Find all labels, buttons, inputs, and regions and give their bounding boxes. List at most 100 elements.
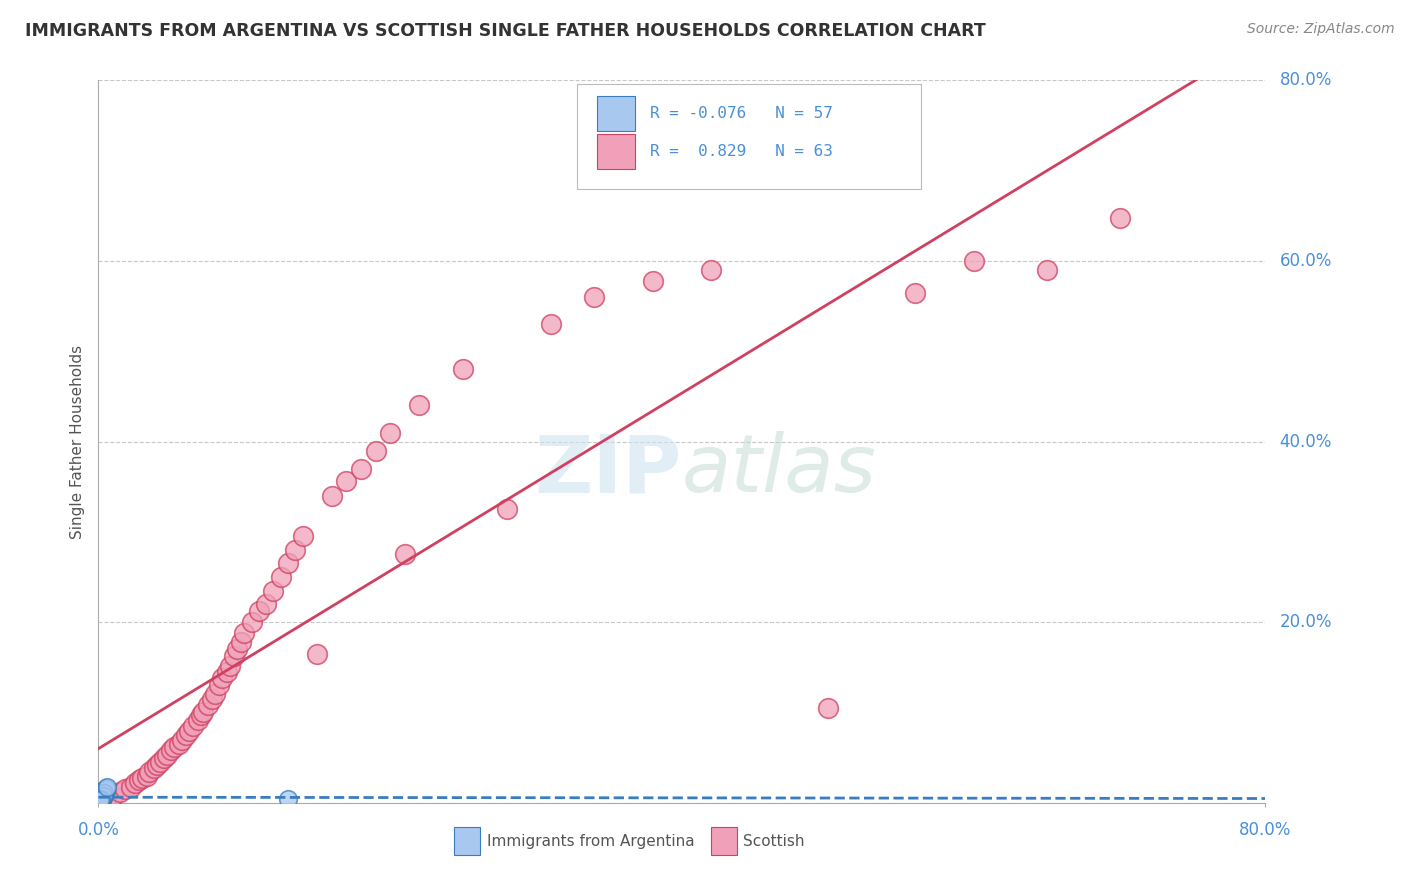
Point xyxy=(89,793,111,807)
Point xyxy=(90,791,112,805)
Point xyxy=(254,597,277,611)
Point xyxy=(170,732,193,747)
Point xyxy=(89,793,111,807)
Point xyxy=(90,790,112,805)
Point xyxy=(350,461,373,475)
Point xyxy=(101,789,124,803)
Text: 60.0%: 60.0% xyxy=(1279,252,1331,270)
Point xyxy=(90,791,112,805)
Point xyxy=(277,557,299,571)
Point xyxy=(90,791,112,805)
Point xyxy=(89,792,111,806)
Text: ZIP: ZIP xyxy=(534,432,682,509)
Point xyxy=(167,737,190,751)
Point xyxy=(496,502,519,516)
Point xyxy=(89,794,111,808)
Point xyxy=(380,425,402,440)
Text: Source: ZipAtlas.com: Source: ZipAtlas.com xyxy=(1247,22,1395,37)
Point xyxy=(262,583,284,598)
Point xyxy=(90,790,112,805)
Bar xyxy=(454,828,479,855)
Point xyxy=(89,792,111,806)
Point xyxy=(904,285,927,300)
Point xyxy=(90,793,112,807)
Point xyxy=(1108,211,1130,225)
Point xyxy=(240,615,263,630)
Point xyxy=(187,713,209,727)
Point xyxy=(817,701,839,715)
Point xyxy=(91,789,114,804)
Point xyxy=(131,771,153,785)
Point xyxy=(231,635,253,649)
Point xyxy=(90,791,112,805)
FancyBboxPatch shape xyxy=(576,84,921,189)
Point xyxy=(204,687,226,701)
Text: 20.0%: 20.0% xyxy=(1279,613,1331,632)
Point xyxy=(142,762,165,776)
Point xyxy=(583,290,606,304)
Point xyxy=(91,789,114,804)
Point xyxy=(90,790,112,805)
Point xyxy=(96,780,118,794)
Point xyxy=(215,665,238,679)
Point xyxy=(110,785,132,799)
Point xyxy=(90,790,112,805)
Point xyxy=(90,792,112,806)
Point xyxy=(89,794,111,808)
Point xyxy=(89,793,111,807)
Bar xyxy=(596,96,636,131)
Point xyxy=(94,784,117,798)
Point xyxy=(93,785,115,799)
Point xyxy=(114,782,136,797)
Point xyxy=(90,792,112,806)
Point xyxy=(89,793,111,807)
Point xyxy=(135,769,157,783)
Text: Immigrants from Argentina: Immigrants from Argentina xyxy=(486,834,695,848)
Point xyxy=(89,794,111,808)
Point xyxy=(163,739,186,754)
Text: R =  0.829   N = 63: R = 0.829 N = 63 xyxy=(651,145,834,160)
Point xyxy=(1035,263,1057,277)
Text: 80.0%: 80.0% xyxy=(1279,71,1331,89)
Point xyxy=(156,747,179,762)
Point xyxy=(962,254,984,268)
Point xyxy=(90,792,112,806)
Point xyxy=(160,743,183,757)
Point xyxy=(335,475,357,489)
Point xyxy=(700,263,723,277)
Point xyxy=(93,786,115,800)
Point xyxy=(201,692,224,706)
Point xyxy=(89,792,111,806)
Point xyxy=(90,792,112,806)
Text: 40.0%: 40.0% xyxy=(1279,433,1331,450)
Point xyxy=(284,542,307,557)
Point xyxy=(90,792,112,806)
Point xyxy=(153,750,176,764)
Point xyxy=(89,793,111,807)
Point xyxy=(94,792,117,806)
Point xyxy=(218,658,240,673)
Point xyxy=(321,489,343,503)
Point xyxy=(641,274,664,288)
Point xyxy=(124,776,146,790)
Point xyxy=(177,723,200,738)
Point xyxy=(181,719,204,733)
Point xyxy=(91,790,114,805)
Bar xyxy=(711,828,737,855)
Text: 80.0%: 80.0% xyxy=(1239,821,1292,838)
Point xyxy=(149,755,172,769)
Point xyxy=(307,647,329,661)
Point xyxy=(91,789,114,804)
Point xyxy=(91,787,114,801)
Point xyxy=(89,794,111,808)
Point xyxy=(94,782,117,797)
Point xyxy=(89,793,111,807)
Point xyxy=(138,765,160,780)
Point xyxy=(91,786,114,800)
Point xyxy=(291,529,314,543)
Text: Scottish: Scottish xyxy=(742,834,804,848)
Bar xyxy=(596,135,636,169)
Point xyxy=(91,789,114,803)
Point xyxy=(91,789,114,803)
Point xyxy=(91,787,114,801)
